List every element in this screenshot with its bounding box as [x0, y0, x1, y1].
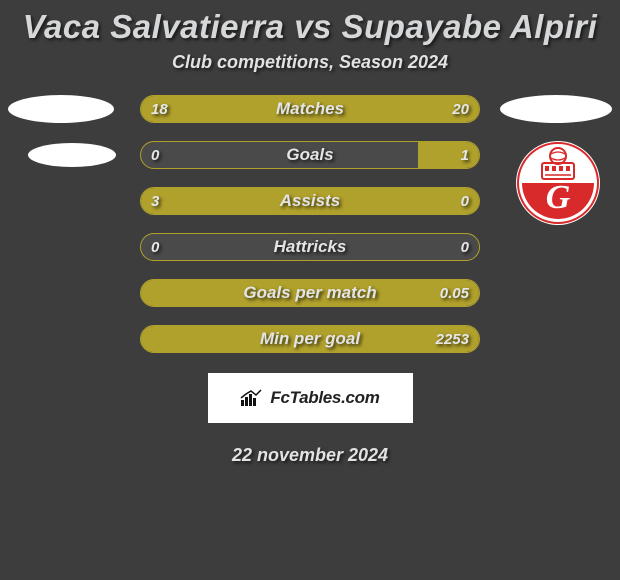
value-right: 1: [461, 142, 469, 168]
bar-assists: 3 0 Assists: [140, 187, 480, 215]
bar-matches: 18 20 Matches: [140, 95, 480, 123]
subtitle: Club competitions, Season 2024: [0, 52, 620, 73]
row-gpm: 0.05 Goals per match: [0, 279, 620, 325]
bar-fill-right: [141, 326, 479, 352]
value-left: 0: [151, 142, 159, 168]
bar-fill-right: [418, 142, 479, 168]
bar-fill-right: [141, 280, 479, 306]
value-right: 20: [452, 96, 469, 122]
page-title: Vaca Salvatierra vs Supayabe Alpiri: [0, 6, 620, 52]
brand-box: FcTables.com: [208, 373, 413, 423]
value-left: 3: [151, 188, 159, 214]
bar-mpg: 2253 Min per goal: [140, 325, 480, 353]
club-left-ellipse-2: [28, 143, 116, 167]
row-matches: 18 20 Matches: [0, 95, 620, 141]
value-right: 0.05: [440, 280, 469, 306]
row-goals: 0 1 Goals G: [0, 141, 620, 187]
bar-hattricks: 0 0 Hattricks: [140, 233, 480, 261]
club-left-ellipse-1: [8, 95, 114, 123]
row-assists: 3 0 Assists: [0, 187, 620, 233]
brand-text: FcTables.com: [270, 388, 379, 408]
brand-chart-icon: [240, 389, 264, 407]
date-label: 22 november 2024: [0, 445, 620, 466]
row-hattricks: 0 0 Hattricks: [0, 233, 620, 279]
bar-goals: 0 1 Goals: [140, 141, 480, 169]
value-right: 0: [461, 234, 469, 260]
club-right-ellipse-1: [500, 95, 612, 123]
bar-gpm: 0.05 Goals per match: [140, 279, 480, 307]
value-left: 18: [151, 96, 168, 122]
comparison-infographic: Vaca Salvatierra vs Supayabe Alpiri Club…: [0, 0, 620, 580]
row-mpg: 2253 Min per goal: [0, 325, 620, 371]
value-right: 0: [461, 188, 469, 214]
value-right: 2253: [436, 326, 469, 352]
bar-fill-left: [141, 188, 479, 214]
value-left: 0: [151, 234, 159, 260]
stat-label: Hattricks: [141, 234, 479, 260]
